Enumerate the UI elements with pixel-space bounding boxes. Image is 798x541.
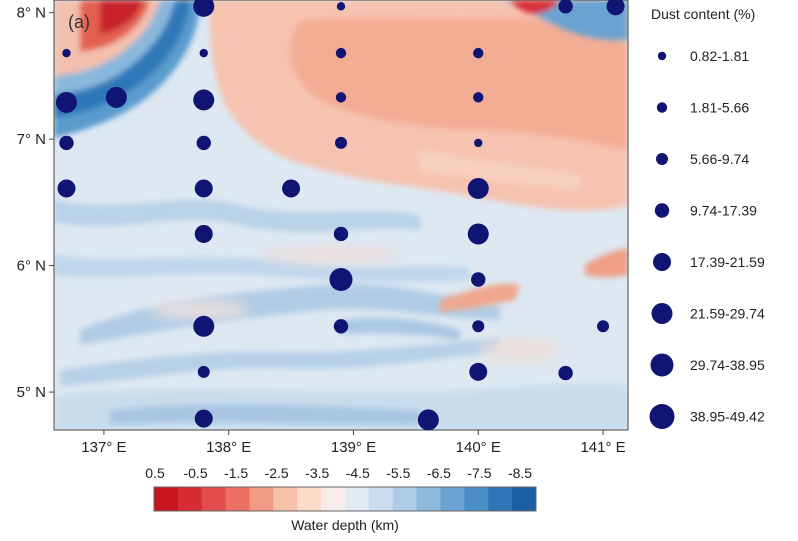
- colorbar-tick-label: -4.5: [346, 465, 370, 481]
- station-marker: [469, 362, 488, 381]
- station-marker: [105, 86, 127, 108]
- dust-legend-label: 5.66-9.74: [690, 151, 749, 167]
- colorbar-tick-label: -5.5: [386, 465, 410, 481]
- station-marker: [193, 315, 215, 337]
- dust-legend-symbol: [656, 102, 668, 113]
- station-marker: [467, 223, 489, 245]
- station-marker: [473, 92, 484, 103]
- x-tick-label: 139° E: [331, 439, 376, 456]
- station-markers: [55, 0, 625, 431]
- dust-legend-title: Dust content (%): [651, 6, 755, 22]
- station-marker: [333, 226, 349, 242]
- dust-legend-label: 1.81-5.66: [690, 100, 749, 116]
- colorbar-swatch: [201, 487, 227, 511]
- station-marker: [558, 0, 573, 14]
- dust-legend-symbol: [653, 253, 671, 271]
- station-marker: [199, 48, 208, 58]
- colorbar-swatch: [512, 487, 537, 511]
- colorbar-swatch: [345, 487, 370, 511]
- colorbar-tick-label: 0.5: [145, 465, 165, 481]
- y-tick-label: 7° N: [17, 131, 46, 148]
- dust-legend-label: 38.95-49.42: [690, 409, 765, 425]
- x-tick-label: 138° E: [206, 439, 251, 456]
- colorbar-tick-label: -8.5: [508, 465, 532, 481]
- station-marker: [558, 365, 573, 381]
- dust-legend-symbol: [649, 404, 675, 429]
- station-marker: [59, 135, 74, 151]
- dust-legend-label: 0.82-1.81: [690, 48, 749, 64]
- colorbar-swatch: [249, 487, 274, 511]
- station-marker: [333, 319, 349, 334]
- station-marker: [335, 92, 347, 103]
- dust-legend-symbol: [656, 153, 668, 165]
- depth-colorbar: 0.5 -0.5 -1.5 -2.5 -3.5 -4.5 -5.5 -6.5 -7.5 -8.5 …: [145, 465, 537, 533]
- station-marker: [57, 179, 76, 198]
- y-tick-label: 5° N: [17, 384, 46, 401]
- colorbar-swatch: [321, 487, 346, 511]
- x-tick-label: 137° E: [81, 439, 126, 456]
- colorbar-swatch: [416, 487, 441, 511]
- station-marker: [329, 268, 353, 291]
- station-marker: [193, 0, 215, 17]
- dust-legend: Dust content (%) 0.82-1.81 1.81-5.66 5.66-…: [649, 6, 765, 429]
- station-marker: [62, 48, 71, 58]
- colorbar-tick-label: -0.5: [183, 465, 207, 481]
- station-marker: [473, 47, 484, 59]
- x-axis-ticks: 137° E 138° E 139° E 140° E 141° E: [81, 430, 626, 456]
- y-axis-ticks: 8° N 7° N 6° N 5° N: [17, 5, 54, 401]
- station-marker: [467, 177, 489, 199]
- station-marker: [472, 320, 485, 333]
- station-marker: [196, 135, 211, 151]
- y-tick-label: 6° N: [17, 258, 46, 275]
- colorbar-swatch: [440, 487, 465, 511]
- station-marker: [193, 89, 215, 111]
- colorbar-swatch: [464, 487, 489, 511]
- x-tick-label: 141° E: [580, 439, 625, 456]
- station-marker: [335, 47, 347, 59]
- dust-legend-symbol: [657, 51, 667, 61]
- station-marker: [194, 179, 213, 198]
- map-frame: [53, 0, 629, 431]
- station-marker: [282, 179, 301, 198]
- colorbar-swatch: [225, 487, 250, 511]
- colorbar-swatch: [392, 487, 418, 511]
- colorbar-swatch: [273, 487, 298, 511]
- colorbar-swatch: [488, 487, 513, 511]
- panel-label: (a): [68, 12, 90, 32]
- colorbar-tick-label: -7.5: [467, 465, 491, 481]
- colorbar-tick-label: -2.5: [265, 465, 289, 481]
- station-marker: [474, 138, 483, 148]
- station-marker: [55, 91, 77, 113]
- y-tick-label: 8° N: [17, 5, 46, 22]
- colorbar-tick-label: -6.5: [427, 465, 451, 481]
- station-marker: [335, 136, 347, 149]
- colorbar-frame: [153, 486, 537, 512]
- station-marker: [336, 2, 346, 11]
- station-marker: [471, 272, 486, 287]
- dust-legend-label: 29.74-38.95: [690, 357, 765, 373]
- station-marker: [194, 409, 213, 428]
- station-marker: [606, 0, 625, 16]
- dust-legend-symbol: [651, 303, 673, 324]
- colorbar-swatch: [297, 487, 322, 511]
- colorbar-title: Water depth (km): [291, 517, 399, 533]
- dust-legend-label: 9.74-17.39: [690, 203, 757, 219]
- dust-legend-symbol: [650, 353, 674, 377]
- colorbar-swatch: [154, 487, 179, 511]
- bathymetry-field: [54, 0, 628, 430]
- dust-legend-symbol: [654, 203, 670, 218]
- station-marker: [417, 409, 439, 431]
- station-marker: [597, 320, 610, 333]
- station-marker: [197, 365, 210, 378]
- dust-legend-label: 21.59-29.74: [690, 306, 765, 322]
- colorbar-swatch: [177, 487, 203, 511]
- colorbar-tick-label: -1.5: [224, 465, 248, 481]
- colorbar-tick-label: -3.5: [305, 465, 329, 481]
- colorbar-swatch: [368, 487, 394, 511]
- x-tick-label: 140° E: [456, 439, 501, 456]
- station-marker: [194, 224, 213, 243]
- dust-legend-label: 17.39-21.59: [690, 254, 765, 270]
